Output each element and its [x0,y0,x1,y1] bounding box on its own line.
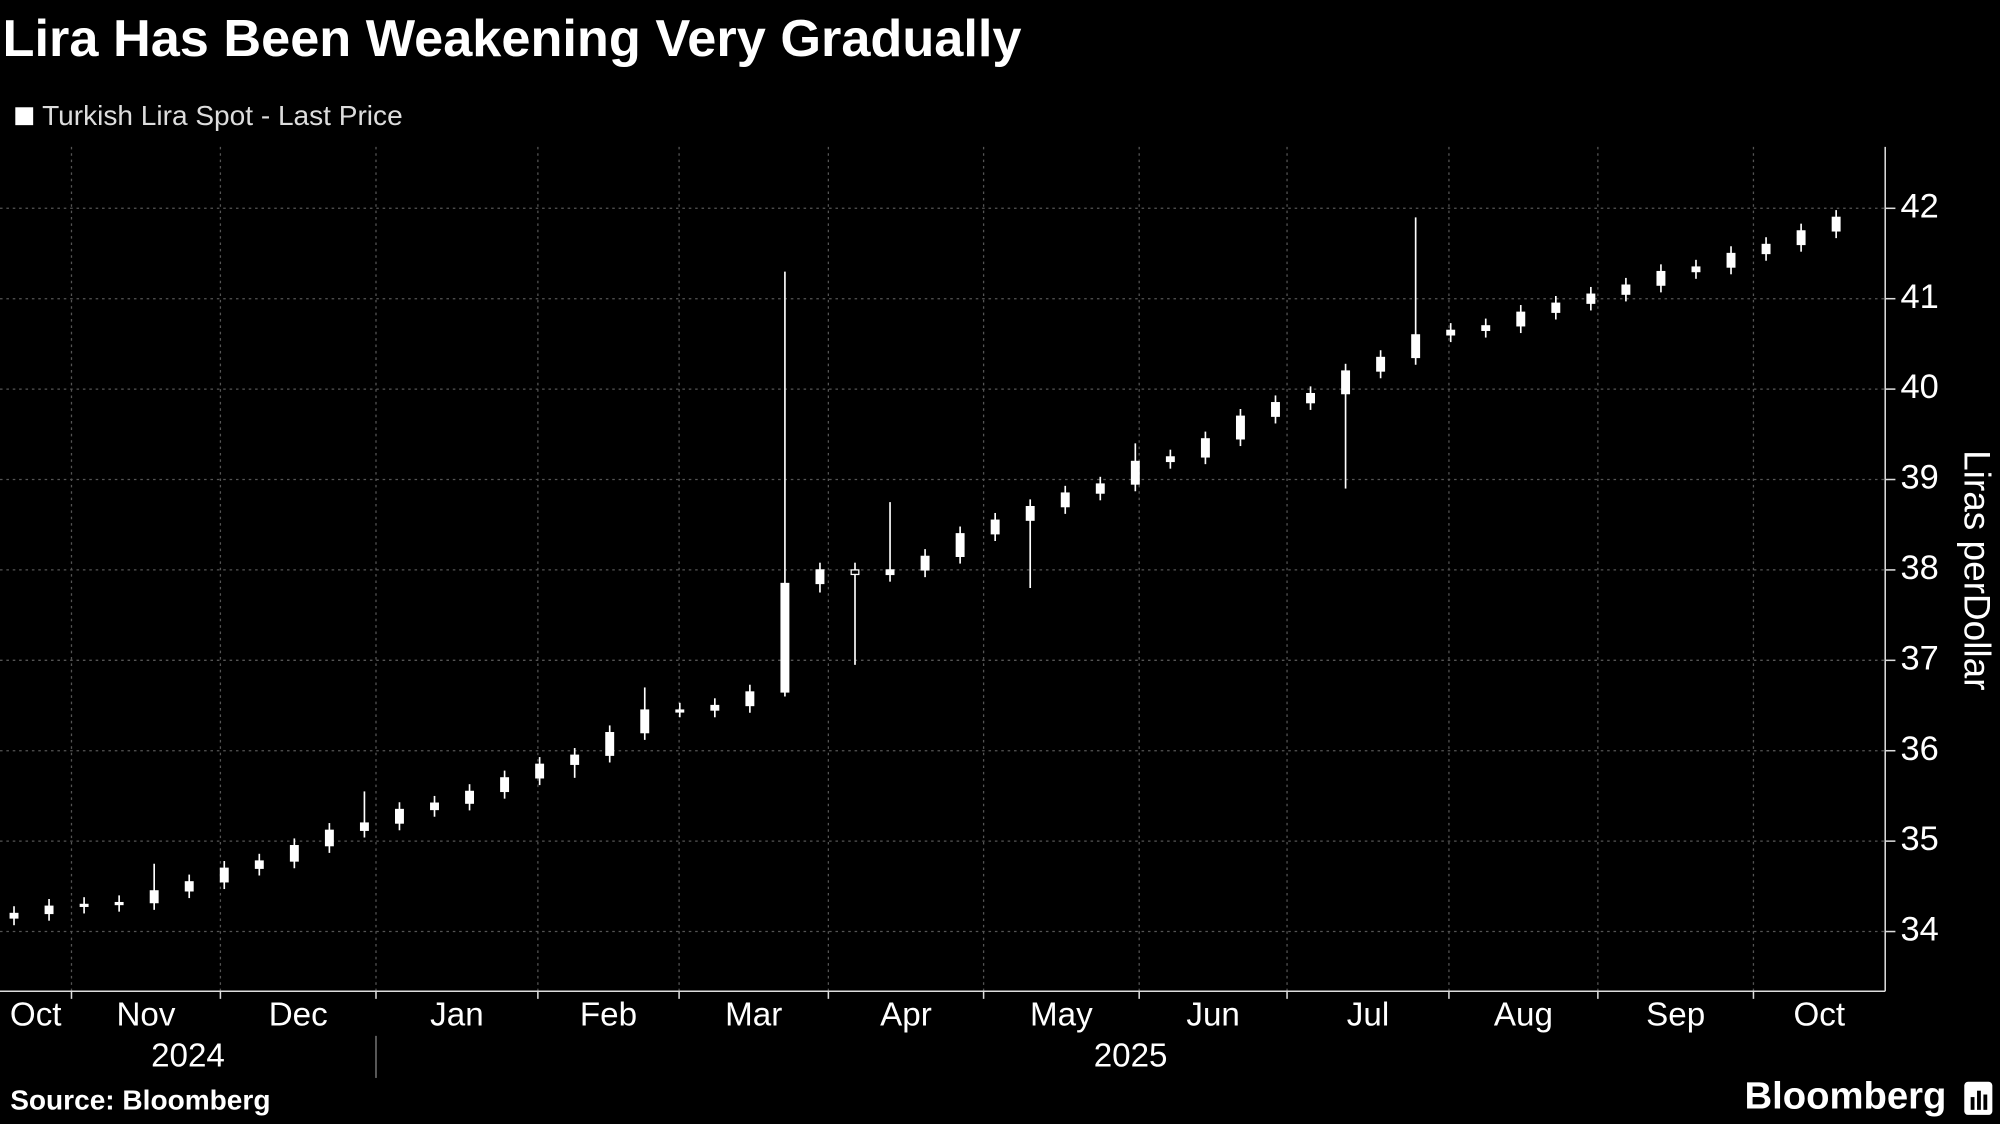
legend-label: Turkish Lira Spot - Last Price [42,100,403,131]
candle-body [1691,266,1701,273]
candle-body [1165,456,1175,463]
x-tick-label: Aug [1494,996,1553,1033]
candle-body [114,901,124,906]
candle-body [710,704,720,711]
y-tick-label: 42 [1901,187,1939,225]
candle-body [149,890,159,904]
candle-body [885,569,895,576]
candle-body [745,691,755,707]
candle-body [920,555,930,571]
x-tick-label: Feb [580,996,637,1033]
candle-body [1551,302,1561,313]
candle-body [815,569,825,585]
candle-body [570,754,580,765]
candle-body [1446,329,1456,336]
candle-body [219,867,229,883]
x-tick-label: Sep [1646,996,1705,1033]
candle-body [254,860,264,869]
candle-body [1796,230,1806,246]
candle-body [1376,356,1386,372]
candle-body [1656,270,1666,286]
x-tick-label: Jan [430,996,483,1033]
x-tick-label: Jun [1186,996,1239,1033]
source: Source: Bloomberg [10,1085,270,1116]
candle-body [990,519,1000,535]
year-label: 2024 [151,1037,225,1074]
candle-body [1095,483,1105,494]
x-tick-label: Dec [269,996,328,1033]
candle-body [324,829,334,847]
x-tick-label: Oct [10,996,62,1033]
y-tick-label: 37 [1901,639,1939,677]
candle-body [289,845,299,862]
y-tick-label: 38 [1901,549,1939,587]
y-tick-label: 35 [1901,820,1939,858]
x-tick-label: Nov [116,996,175,1033]
candle-body [395,808,404,824]
brand: Bloomberg [1745,1074,1947,1117]
candle-body [535,763,545,779]
candle-body [1621,284,1631,295]
candle-body [1341,370,1351,395]
candle-body [1481,325,1491,331]
y-tick-label: 36 [1901,730,1939,768]
candle-body [1761,243,1771,255]
candle-body [1516,311,1526,327]
x-tick-label: Mar [725,996,782,1033]
candle-body [640,709,650,734]
y-tick-label: 34 [1901,911,1939,949]
candle-body [1726,252,1736,268]
x-tick-label: May [1030,996,1093,1033]
candle-body [500,777,510,793]
chart-title: Lira Has Been Weakening Very Gradually [3,10,1022,68]
candle-body [184,881,194,892]
y-tick-label: 40 [1901,368,1939,406]
candle-body [1025,505,1035,521]
y-tick-label: 39 [1901,459,1939,497]
candle-body [430,802,439,811]
candle-body [780,582,790,693]
y-axis-label: Liras perDollar [1957,450,1998,690]
candle-body [9,912,19,919]
x-tick-label: Jul [1347,996,1389,1033]
candle-body [1200,438,1210,458]
candle-body [1306,392,1315,404]
candle-body [1235,415,1245,440]
candle-body [1586,293,1596,304]
candle-body [955,533,965,557]
candle-body [1831,216,1841,232]
brand-logo [1964,1081,1993,1115]
candle-body [675,709,685,713]
candle-body [44,905,54,915]
legend-swatch [15,107,34,126]
candle-body [605,732,615,756]
x-tick-label: Oct [1794,996,1846,1033]
candle-body [79,903,89,907]
candle-body [1060,492,1070,508]
candle-body [465,790,475,804]
candle-body [359,822,369,831]
candle-body [850,569,860,576]
candle-body [1271,402,1280,417]
x-tick-label: Apr [880,996,932,1033]
candle-body [1411,334,1421,359]
y-tick-label: 41 [1901,278,1939,316]
year-label: 2025 [1094,1037,1168,1074]
candle-body [1130,460,1140,485]
